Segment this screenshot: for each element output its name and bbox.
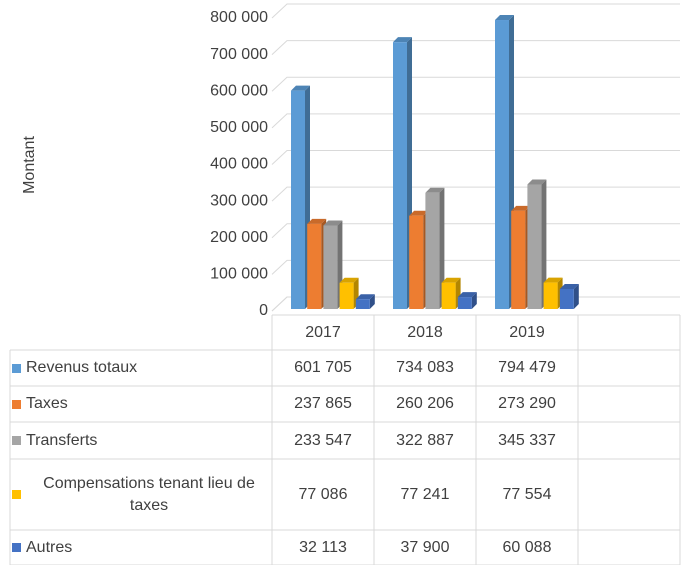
table-cell: 77 241	[400, 485, 450, 503]
y-tick-label: 500 000	[210, 119, 268, 136]
table-cell: 60 088	[502, 538, 552, 556]
grid-line	[271, 150, 680, 165]
y-tick-label: 300 000	[210, 192, 268, 209]
table-cell	[578, 386, 680, 422]
y-tick-label: 400 000	[210, 156, 268, 173]
table-cell: 273 290	[498, 395, 556, 412]
bar	[339, 277, 359, 309]
legend-entry: Revenus totaux	[10, 350, 272, 386]
legend-key	[12, 399, 21, 409]
bar	[409, 210, 429, 309]
bar	[323, 220, 343, 309]
legend-key	[12, 543, 21, 552]
bar	[355, 294, 375, 309]
grid-line	[271, 223, 680, 239]
y-tick-label: 600 000	[210, 82, 268, 99]
legend-entry: Autres	[10, 530, 272, 565]
legend-entry: Taxes	[10, 386, 272, 422]
table-cell	[578, 422, 680, 459]
y-tick-label: 700 000	[210, 46, 268, 63]
axis-line	[271, 296, 288, 312]
table-header: 2019	[509, 323, 545, 341]
legend-entry: Transferts	[10, 422, 272, 459]
table-cell: 345 337	[498, 431, 556, 449]
legend-key	[12, 436, 21, 445]
bar	[543, 277, 563, 309]
bar	[457, 292, 477, 309]
table-header	[578, 315, 680, 350]
table-cell: 77 086	[298, 485, 348, 503]
table-cell: 260 206	[396, 395, 454, 412]
table-header: 2018	[407, 323, 443, 341]
grid-line	[271, 3, 680, 19]
table-cell: 37 900	[400, 538, 450, 556]
grid-line	[271, 40, 680, 55]
legend-key	[12, 490, 21, 499]
legend-key	[12, 363, 21, 373]
table-cell: 794 479	[498, 359, 556, 376]
bar	[441, 277, 461, 309]
y-tick-label: 100 000	[210, 266, 268, 283]
bar	[495, 15, 514, 310]
bar	[559, 283, 579, 309]
bar	[393, 37, 412, 310]
table-cell	[578, 459, 680, 530]
table-cell: 32 113	[299, 538, 347, 556]
bar	[291, 85, 310, 309]
bar	[511, 205, 531, 309]
table-cell: 322 887	[396, 431, 454, 449]
legend-label: Transferts	[26, 431, 98, 449]
grid-line	[271, 259, 680, 275]
grid-line	[271, 186, 680, 202]
table-header: 2017	[305, 323, 341, 341]
y-tick-label: 800 000	[210, 9, 268, 26]
legend-label: Revenus totaux	[26, 359, 138, 376]
bar	[307, 218, 327, 309]
table-cell: 601 705	[294, 359, 352, 376]
legend-label: Taxes	[26, 395, 68, 412]
table-cell	[578, 350, 680, 386]
grid-line	[271, 113, 680, 129]
y-tick-label: 0	[259, 302, 268, 319]
table-cell: 734 083	[396, 359, 454, 376]
legend-label: Autres	[26, 538, 73, 556]
legend-entry: Compensations tenant lieu de taxes	[10, 459, 272, 530]
bar	[527, 179, 547, 309]
table-cell: 237 865	[294, 395, 352, 412]
y-axis-title: Montant	[21, 136, 38, 194]
grid-line	[271, 76, 680, 92]
legend-label: Compensations tenant lieu de taxes	[43, 474, 255, 514]
y-tick-label: 200 000	[210, 229, 268, 246]
table-cell: 77 554	[502, 485, 552, 503]
table-cell: 233 547	[294, 431, 352, 449]
table-cell	[578, 530, 680, 565]
bar	[425, 187, 445, 309]
